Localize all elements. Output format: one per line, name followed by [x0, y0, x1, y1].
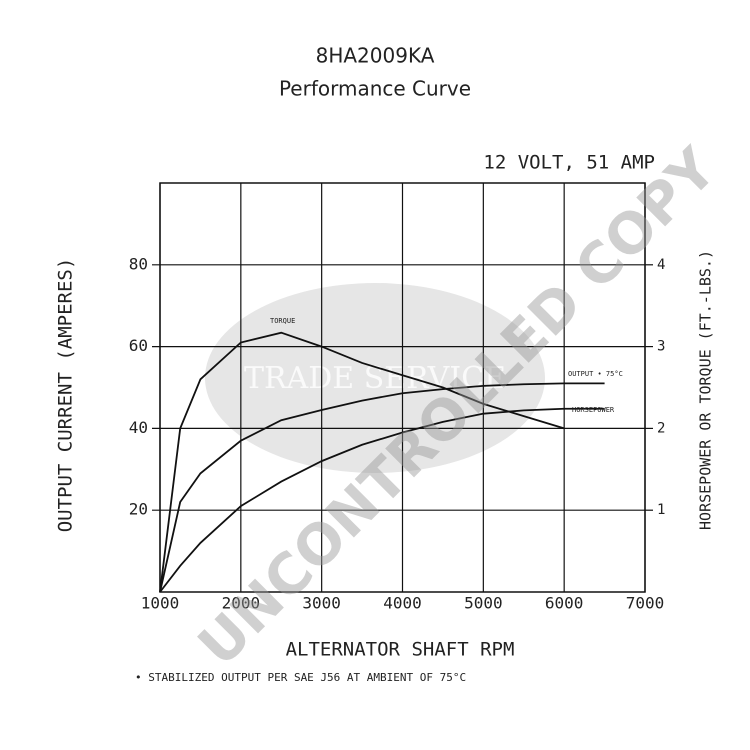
y2-axis-label: HORSEPOWER OR TORQUE (FT.-LBS.) [697, 250, 715, 530]
x-tick-label: 3000 [302, 594, 341, 613]
y-tick-label: 40 [129, 418, 148, 437]
x-axis-label: ALTERNATOR SHAFT RPM [286, 639, 515, 661]
y-tick-label: 60 [129, 336, 148, 355]
series-line [159, 407, 605, 593]
chart-title: 8HA2009KA [316, 44, 435, 68]
x-tick-label: 7000 [626, 594, 665, 613]
y-axis-label: OUTPUT CURRENT (AMPERES) [55, 258, 77, 533]
watermark-ellipse [205, 283, 545, 473]
chart-subtitle: Performance Curve [279, 77, 471, 101]
y2-tick-label: 4 [657, 257, 665, 273]
series-line [159, 331, 565, 593]
annotation: 12 VOLT, 51 AMP [483, 152, 655, 174]
x-tick-label: 6000 [545, 594, 584, 613]
y2-tick-label: 2 [657, 420, 665, 436]
series-line [159, 382, 605, 593]
x-tick-label: 1000 [141, 594, 180, 613]
y-tick-label: 20 [129, 500, 148, 519]
y2-tick-label: 1 [657, 502, 665, 518]
series-label: HORSEPOWER [572, 406, 615, 414]
series-label: OUTPUT • 75°C [568, 370, 623, 378]
y-tick-label: 80 [129, 254, 148, 273]
series-label: TORQUE [270, 317, 295, 325]
x-tick-label: 2000 [222, 594, 261, 613]
x-tick-label: 4000 [383, 594, 422, 613]
x-tick-label: 5000 [464, 594, 503, 613]
y2-tick-label: 3 [657, 339, 665, 355]
footnote: • STABILIZED OUTPUT PER SAE J56 AT AMBIE… [135, 671, 466, 684]
